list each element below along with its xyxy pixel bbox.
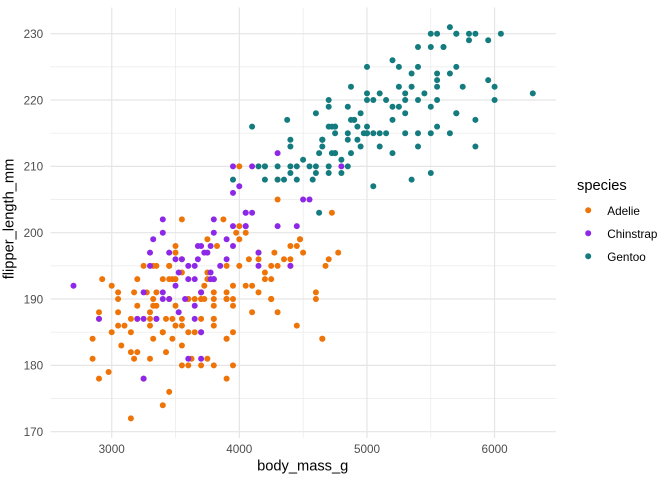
- svg-text:180: 180: [24, 360, 44, 373]
- svg-text:5000: 5000: [354, 443, 381, 456]
- svg-text:Gentoo: Gentoo: [607, 251, 646, 264]
- svg-text:200: 200: [24, 227, 44, 240]
- svg-text:body_mass_g: body_mass_g: [257, 458, 348, 474]
- svg-text:Adelie: Adelie: [607, 205, 640, 218]
- svg-text:190: 190: [24, 293, 44, 306]
- svg-text:230: 230: [24, 28, 44, 41]
- svg-text:220: 220: [24, 94, 44, 107]
- svg-text:210: 210: [24, 161, 44, 174]
- svg-text:Chinstrap: Chinstrap: [607, 228, 658, 241]
- svg-text:4000: 4000: [226, 443, 253, 456]
- svg-text:170: 170: [24, 426, 44, 439]
- svg-text:3000: 3000: [99, 443, 126, 456]
- svg-text:species: species: [577, 178, 627, 194]
- svg-text:flipper_length_mm: flipper_length_mm: [1, 159, 17, 280]
- svg-text:6000: 6000: [482, 443, 509, 456]
